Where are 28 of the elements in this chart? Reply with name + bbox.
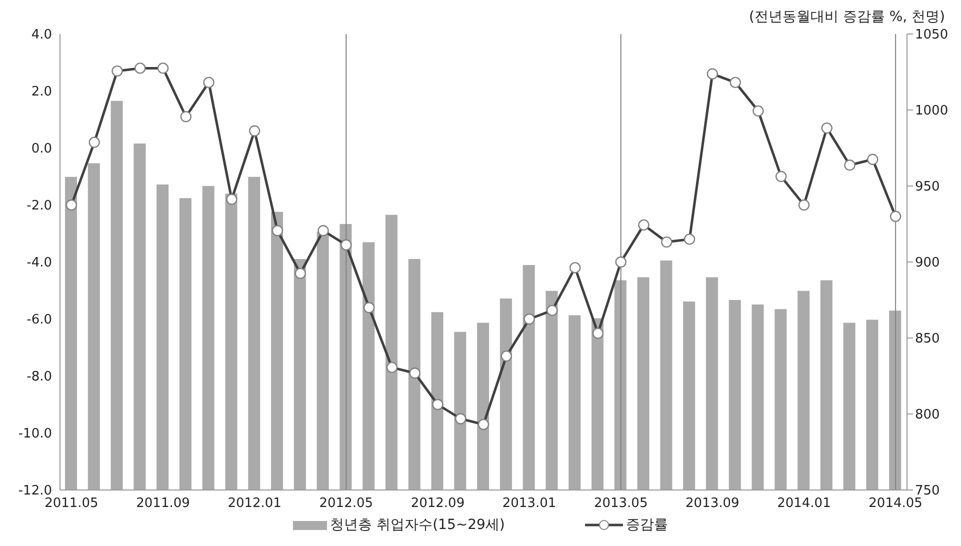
legend-label: 청년층 취업자수(15~29세) [329, 516, 505, 534]
y-tick-label: -10.0 [18, 426, 52, 442]
y-tick-label: 0.0 [31, 142, 52, 157]
legend-label: 증감률 [624, 516, 668, 534]
x-tick-label: 2013.01 [502, 496, 556, 512]
x-tick-label: 2012.01 [228, 496, 282, 512]
x-tick-label: 2013.05 [594, 496, 648, 512]
y-tick-label: -2.0 [26, 198, 52, 214]
y2-tick-label: 800 [915, 408, 940, 423]
y2-tick-label: 1000 [915, 104, 948, 119]
y-tick-label: 4.0 [31, 28, 52, 43]
y-tick-label: -6.0 [26, 312, 52, 328]
y-tick-label: -8.0 [26, 370, 52, 385]
y2-tick-label: 900 [915, 256, 940, 271]
x-tick-label: 2013.09 [686, 496, 740, 512]
y2-tick-label: 950 [915, 180, 940, 195]
x-tick-label: 2012.09 [410, 496, 465, 512]
x-tick-label: 2011.05 [44, 496, 98, 512]
y2-tick-label: 1050 [915, 28, 948, 43]
x-tick-label: 2014.05 [868, 496, 922, 512]
x-tick-label: 2012.05 [319, 496, 374, 512]
y2-tick-label: 750 [915, 484, 940, 499]
y-tick-label: 2.0 [31, 84, 52, 100]
y2-tick-label: 850 [915, 332, 940, 347]
y-tick-label: -4.0 [26, 256, 52, 271]
text: (전년동월대비 증감률 %, 천명) [748, 8, 945, 26]
x-tick-label: 2011.09 [136, 496, 190, 512]
x-tick-label: 2014.01 [777, 496, 831, 512]
